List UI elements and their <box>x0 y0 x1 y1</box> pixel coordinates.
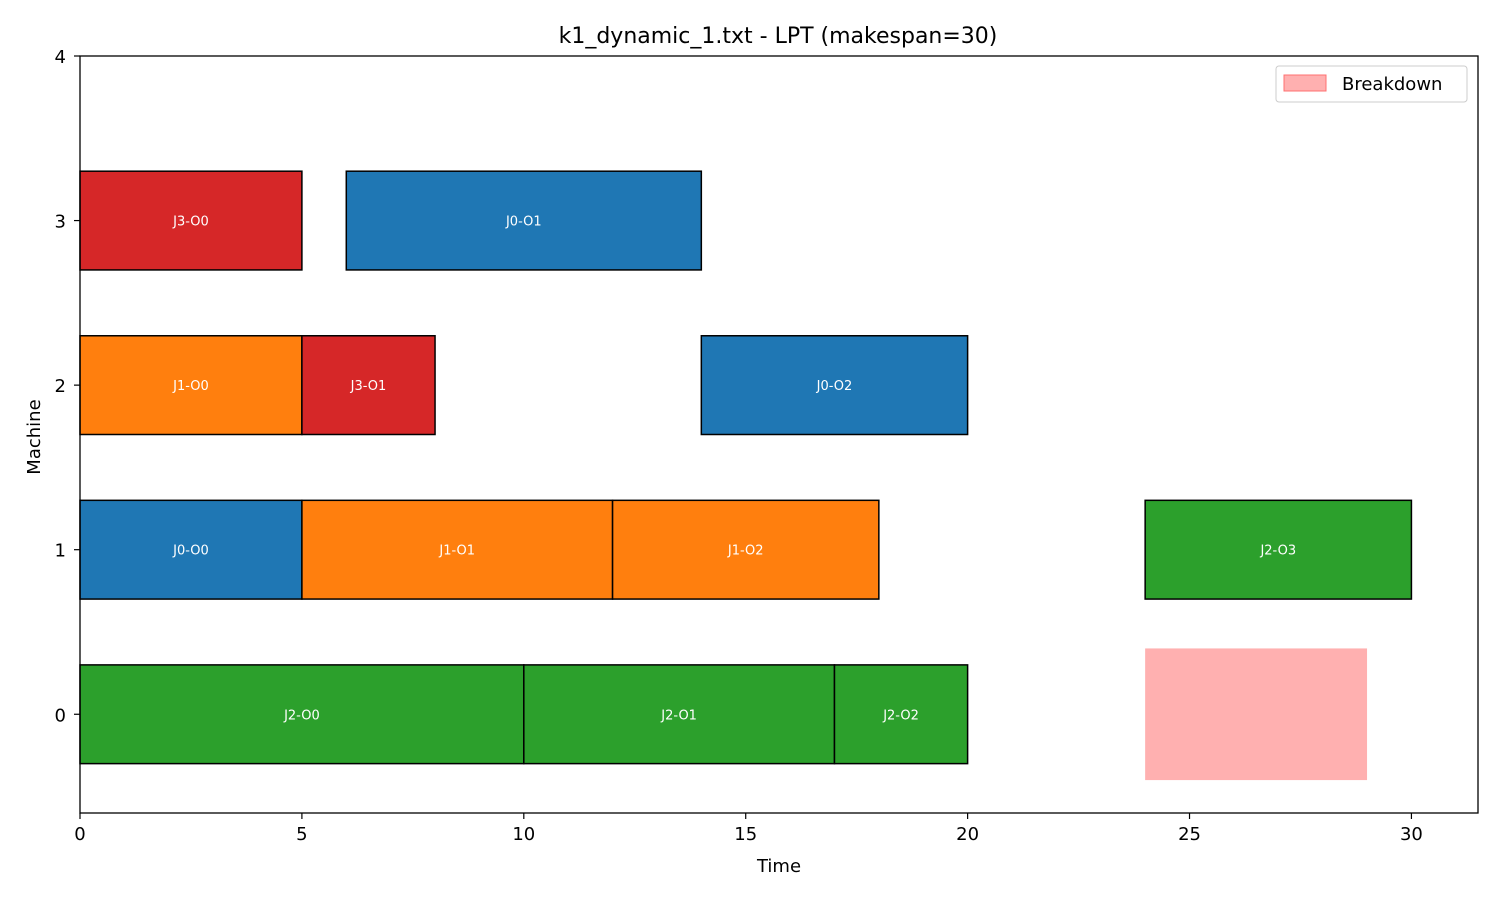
operation-bar <box>301 499 614 600</box>
operation-bar <box>79 499 303 600</box>
y-tick-label: 1 <box>55 541 66 562</box>
x-tick-label: 25 <box>1178 824 1201 845</box>
y-tick-label: 3 <box>55 212 66 233</box>
operation-label: J0-O0 <box>172 544 209 559</box>
x-tick-label: 0 <box>74 824 85 845</box>
operation-label: J3-O1 <box>350 379 387 394</box>
operation-label: J0-O2 <box>816 379 853 394</box>
legend-swatch-breakdown <box>1283 74 1327 92</box>
operation-label: J1-O0 <box>172 379 209 394</box>
operation-bar <box>833 664 969 765</box>
y-axis-ticks: 0 1 2 3 4 <box>55 47 80 726</box>
x-tick-label: 20 <box>956 824 979 845</box>
y-tick-label: 4 <box>55 47 66 68</box>
x-axis-label: Time <box>756 856 801 877</box>
operation-label: J2-O1 <box>660 708 697 723</box>
operation-label: J2-O2 <box>882 708 919 723</box>
operation-bar <box>700 335 969 436</box>
plot-frame <box>79 55 1479 814</box>
x-tick-label: 30 <box>1400 824 1423 845</box>
legend: Breakdown <box>1275 65 1468 103</box>
operation-bar <box>79 170 303 271</box>
y-tick-label: 2 <box>55 376 66 397</box>
operation-bar <box>79 664 525 765</box>
breakdown-region <box>1145 648 1368 781</box>
operation-label: J2-O0 <box>283 708 320 723</box>
operation-label: J2-O3 <box>1259 544 1296 559</box>
operation-bar <box>345 170 703 271</box>
x-tick-label: 10 <box>512 824 535 845</box>
y-axis-label: Machine <box>24 399 45 474</box>
operation-label: J1-O1 <box>438 544 475 559</box>
chart-title: k1_dynamic_1.txt - LPT (makespan=30) <box>559 24 998 49</box>
operation-label: J1-O2 <box>727 544 764 559</box>
operation-label: J0-O1 <box>505 215 542 230</box>
operation-bar <box>1144 499 1413 600</box>
plot-area: J2-O0 J2-O1 J2-O2 J0-O0 J1-O1 J1-O2 J2-O3 J1-O0… <box>79 170 1413 781</box>
x-tick-label: 5 <box>296 824 307 845</box>
legend-label-breakdown: Breakdown <box>1342 74 1442 95</box>
operation-bar <box>301 335 436 436</box>
operation-label: J3-O0 <box>172 215 209 230</box>
y-tick-label: 0 <box>55 705 66 726</box>
operation-bar <box>611 499 880 600</box>
x-tick-label: 15 <box>734 824 757 845</box>
x-axis-ticks: 0 5 10 15 20 25 30 <box>74 813 1423 845</box>
operation-bar <box>523 664 836 765</box>
